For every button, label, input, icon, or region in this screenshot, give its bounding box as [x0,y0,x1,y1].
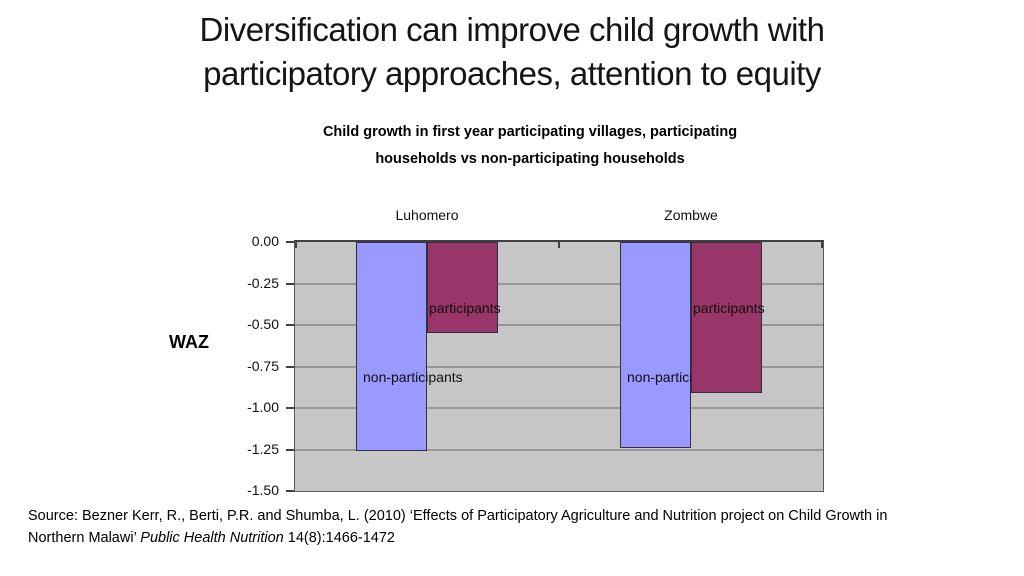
y-tick-label: -0.50 [247,316,279,332]
category-axis-labels: Luhomero Zombwe [295,207,823,223]
y-axis-tick [286,448,295,451]
category-axis-tick [558,242,560,248]
y-tick-label: 0.00 [251,233,279,249]
bar-luhomero-participants [427,242,498,334]
chart-title-line2: households vs non-participating househol… [375,151,685,167]
category-axis-tick [295,242,297,248]
bar-zombwe-participants [691,242,762,394]
bar-label-participants: participants [429,300,501,316]
y-tick-label: -1.50 [247,482,279,498]
y-tick-label: -0.25 [247,274,279,291]
chart-title: Child growth in first year participating… [30,119,1024,173]
slide-title: Diversification can improve child growth… [0,8,1024,96]
slide-title-line1: Diversification can improve child growth… [199,11,825,48]
bar-luhomero-non-participants [356,242,427,452]
y-tick-label: -1.00 [247,399,279,415]
category-label-luhomero: Luhomero [395,207,459,223]
category-label-zombwe: Zombwe [664,207,718,223]
category-axis-tick [821,242,823,248]
bar-zombwe-non-participants [620,242,691,448]
gridline [295,365,823,368]
gridline [295,407,823,409]
gridline [295,324,823,326]
gridline [295,282,823,285]
slide-title-line2: participatory approaches, attention to e… [203,55,821,92]
y-axis-title: WAZ [169,332,209,352]
source-citation: Source: Bezner Kerr, R., Berti, P.R. and… [28,506,988,549]
gridline [295,448,823,451]
plot-area: non-participants participants non-particip… [294,240,824,492]
y-tick-label: -0.75 [247,357,279,374]
source-line1: Source: Bezner Kerr, R., Berti, P.R. and… [28,508,888,524]
y-tick-label: -1.25 [247,440,279,457]
bar-label-non-participants: non-participants [363,369,463,385]
source-line2: Northern Malawi’ Public Health Nutrition… [28,529,395,546]
y-axis-tick [286,365,295,368]
y-axis-tick [286,490,295,492]
bar-label-participants: participants [693,300,765,316]
y-axis-tick [286,324,295,326]
source-journal-italic: Public Health Nutrition [140,529,284,546]
chart-title-line1: Child growth in first year participating… [322,124,738,140]
y-axis-tick [286,407,295,409]
y-axis-tick [286,282,295,285]
y-axis-tick [286,241,295,243]
